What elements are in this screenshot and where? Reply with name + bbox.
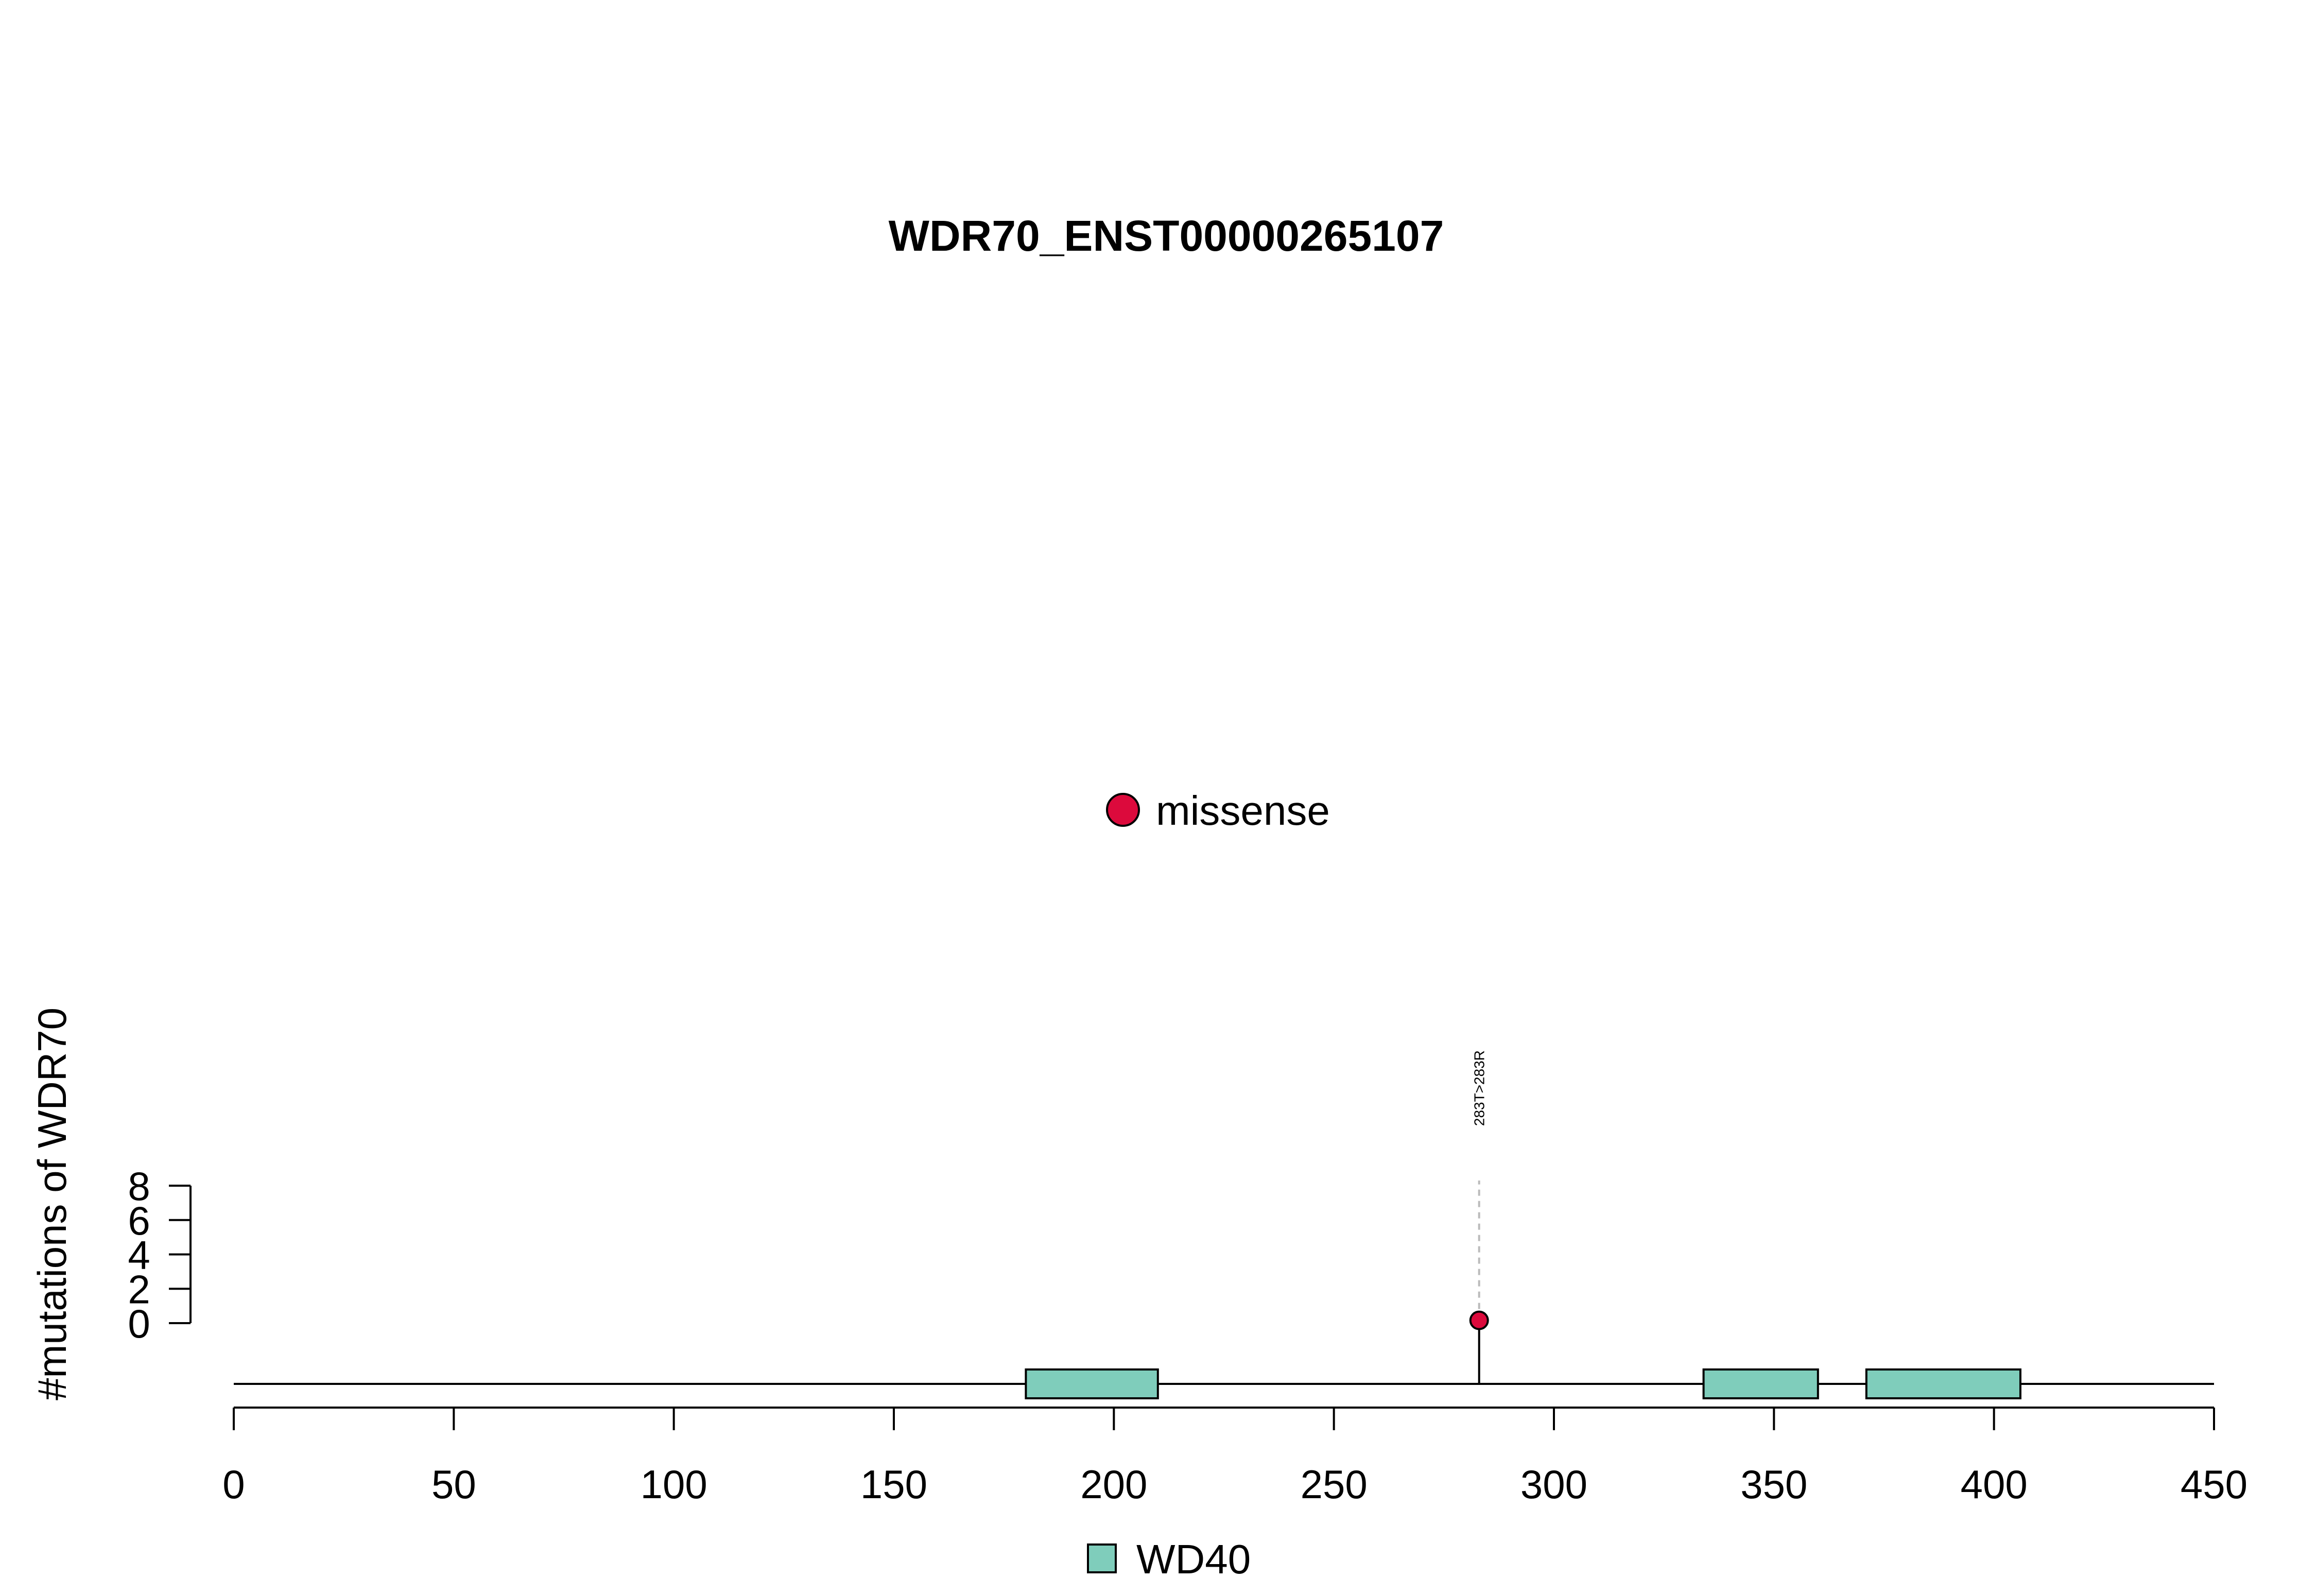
y-tick-label: 4 bbox=[128, 1233, 150, 1278]
legend-missense-marker bbox=[1106, 793, 1140, 827]
x-tick-label: 150 bbox=[860, 1462, 927, 1507]
x-tick-label: 350 bbox=[1740, 1462, 1807, 1507]
x-tick-label: 200 bbox=[1080, 1462, 1147, 1507]
mutations: 283T>283R bbox=[1469, 1050, 1489, 1384]
x-tick-label: 100 bbox=[641, 1462, 707, 1507]
x-tick-label: 50 bbox=[431, 1462, 476, 1507]
y-tick-label: 6 bbox=[128, 1198, 150, 1243]
y-axis-label: #mutations of WDR70 bbox=[29, 1008, 75, 1400]
x-tick-label: 300 bbox=[1520, 1462, 1587, 1507]
x-tick-label: 0 bbox=[222, 1462, 245, 1507]
x-tick-label: 400 bbox=[1961, 1462, 2028, 1507]
mutation-point bbox=[1469, 1310, 1489, 1330]
domain-box-wd40 bbox=[1702, 1368, 1819, 1399]
x-axis: 0 50 100 150 200 250 300 350 400 450 bbox=[222, 1407, 2247, 1507]
mutation-label: 283T>283R bbox=[1472, 1050, 1488, 1126]
point-legend: missense bbox=[1106, 788, 1330, 834]
domain-legend: WD40 bbox=[1087, 1536, 1251, 1582]
domains bbox=[1025, 1368, 2021, 1399]
y-tick-label: 0 bbox=[128, 1301, 150, 1346]
domain-box-wd40 bbox=[1025, 1368, 1159, 1399]
legend-wd40-label: WD40 bbox=[1136, 1536, 1251, 1582]
y-tick-label: 8 bbox=[128, 1164, 150, 1209]
legend-wd40-swatch bbox=[1087, 1543, 1117, 1573]
legend-missense-label: missense bbox=[1156, 788, 1330, 834]
x-tick-label: 250 bbox=[1301, 1462, 1368, 1507]
x-tick-label: 450 bbox=[2181, 1462, 2247, 1507]
y-tick-label: 2 bbox=[128, 1267, 150, 1312]
domain-box-wd40 bbox=[1865, 1368, 2021, 1399]
chart-title: WDR70_ENST00000265107 bbox=[889, 212, 1444, 260]
